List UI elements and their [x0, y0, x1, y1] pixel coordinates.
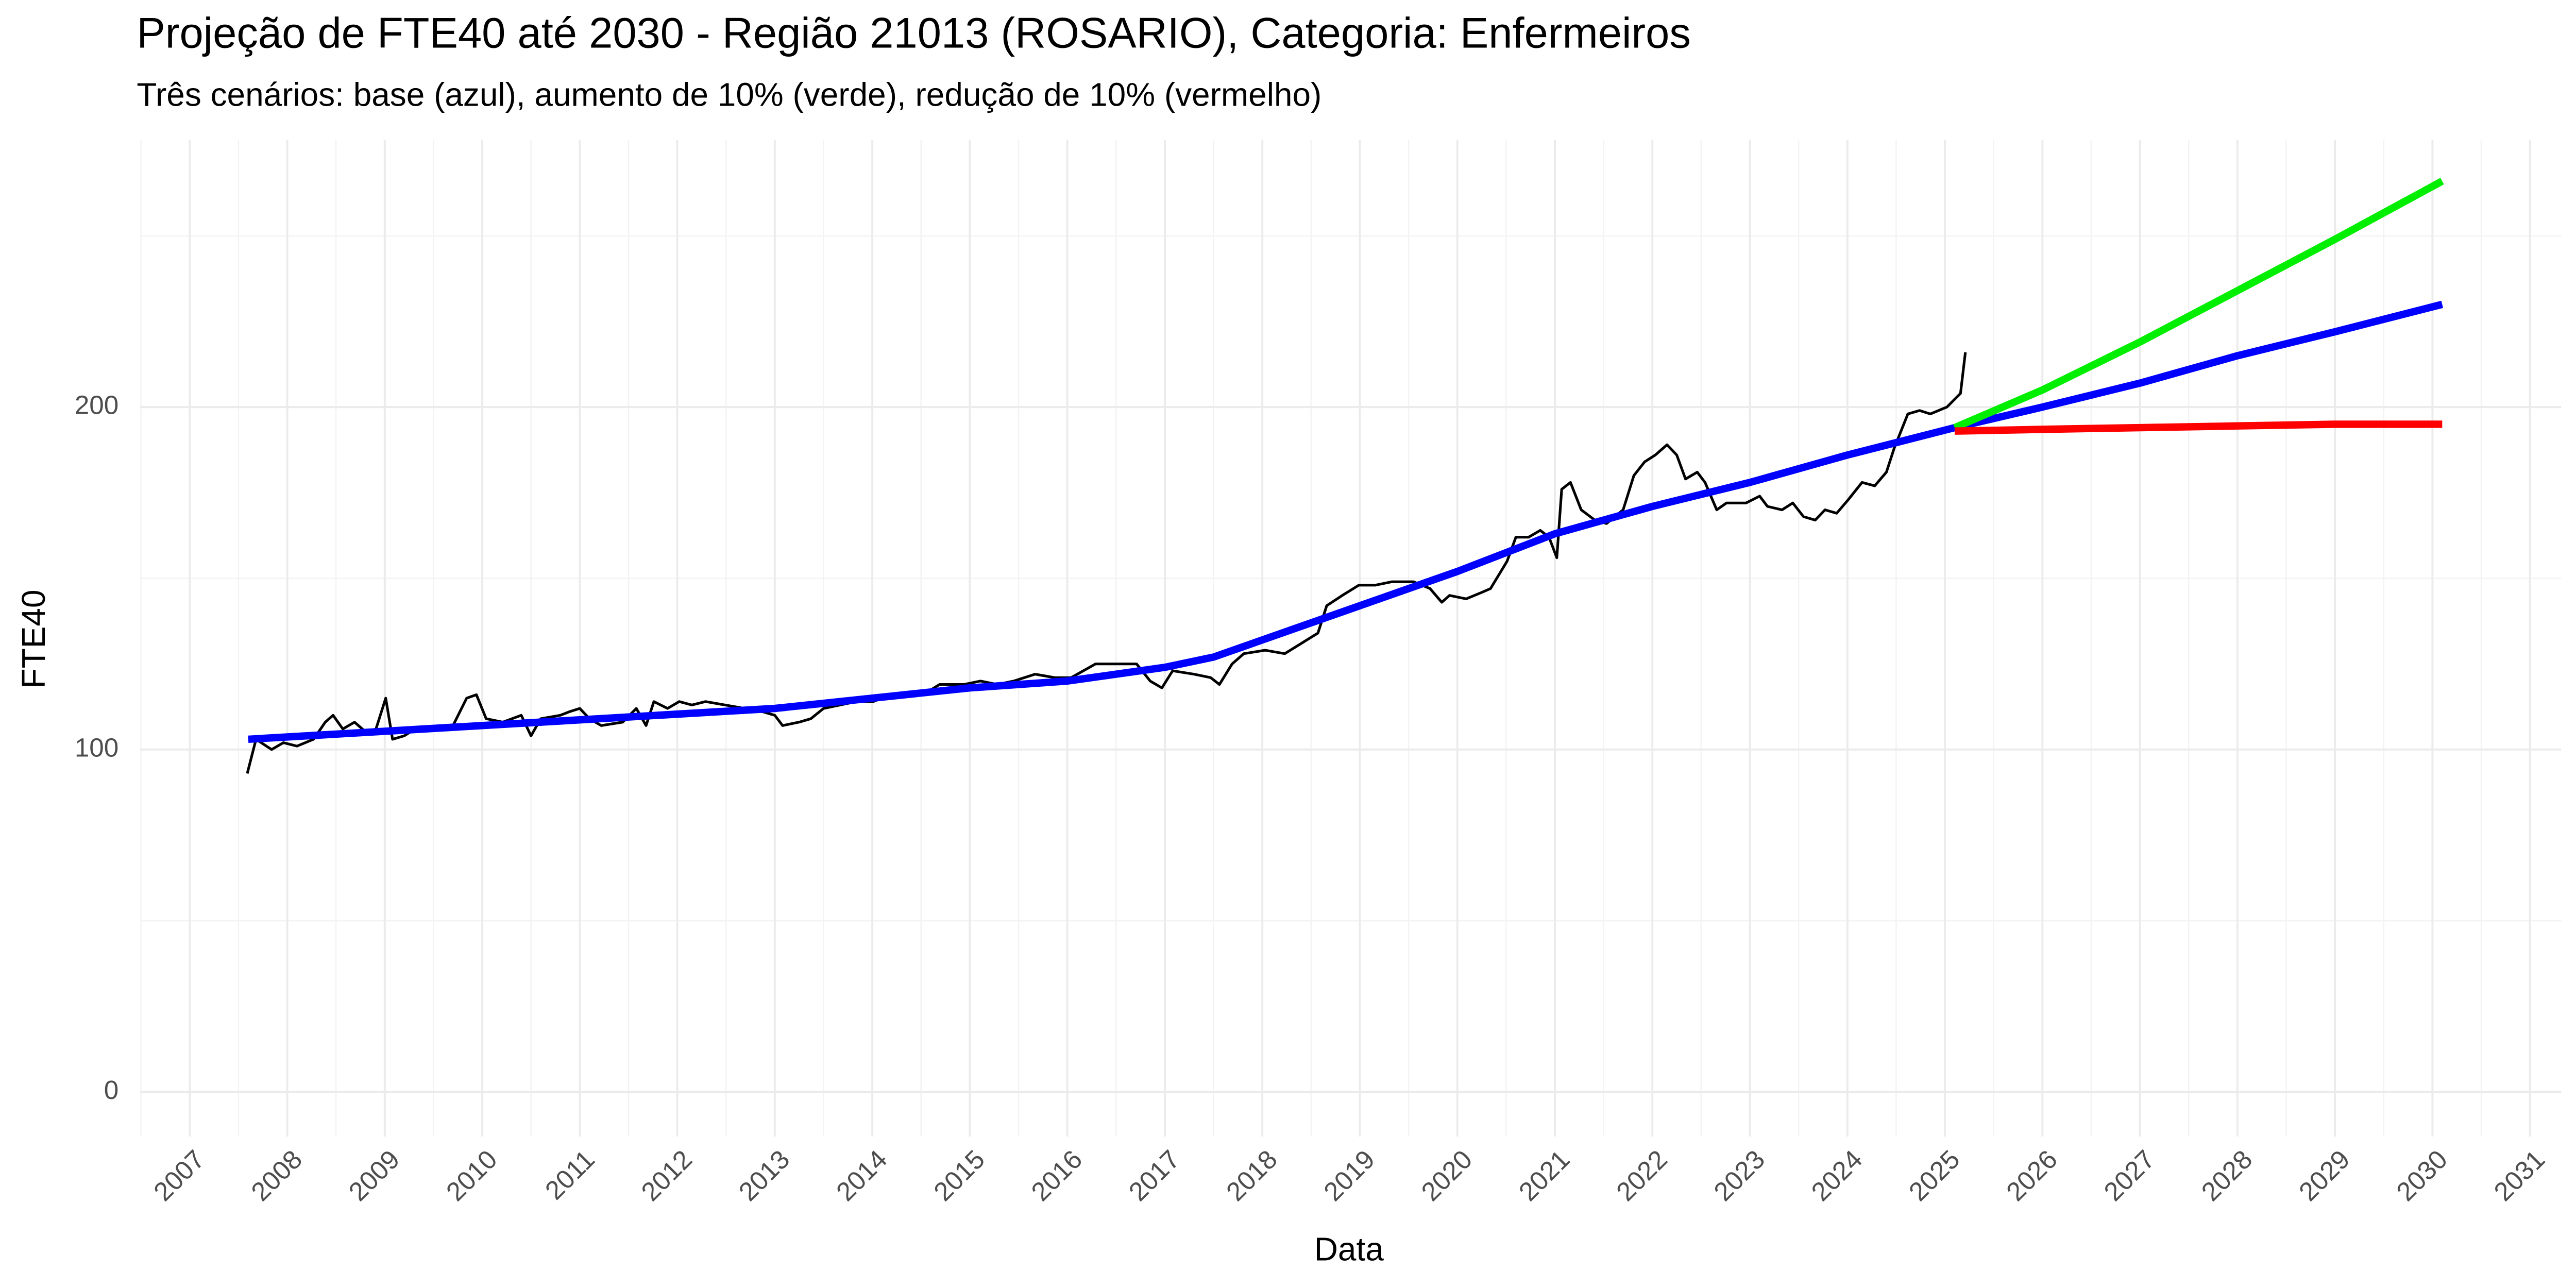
- plot-area: [246, 178, 2444, 774]
- x-tick-label: 2031: [2488, 1144, 2551, 1207]
- x-tick-label: 2017: [1123, 1144, 1185, 1207]
- x-tick-label: 2028: [2196, 1144, 2258, 1207]
- series-line: [1954, 420, 2443, 435]
- x-tick-label: 2022: [1611, 1144, 1673, 1207]
- x-tick-label: 2016: [1026, 1144, 1088, 1207]
- x-tick-label: 2027: [2098, 1144, 2161, 1207]
- y-axis-label: FTE40: [15, 589, 52, 688]
- y-tick-label: 100: [75, 733, 118, 762]
- chart-title: Projeção de FTE40 até 2030 - Região 2101…: [137, 9, 1691, 57]
- x-tick-label: 2019: [1318, 1144, 1380, 1207]
- x-tick-label: 2015: [928, 1144, 990, 1207]
- x-tick-label: 2008: [245, 1144, 308, 1207]
- y-tick-label: 200: [75, 391, 118, 420]
- x-tick-label: 2012: [636, 1144, 698, 1207]
- series-line: [1953, 178, 2444, 431]
- x-tick-label: 2030: [2391, 1144, 2453, 1207]
- x-tick-label: 2014: [831, 1144, 893, 1207]
- x-tick-label: 2029: [2293, 1144, 2355, 1207]
- y-tick-label: 0: [104, 1075, 118, 1105]
- x-tick-label: 2009: [343, 1144, 405, 1207]
- x-tick-label: 2025: [1903, 1144, 1965, 1207]
- x-tick-label: 2013: [733, 1144, 795, 1207]
- x-tick-label: 2023: [1708, 1144, 1770, 1207]
- x-tick-label: 2011: [539, 1144, 600, 1205]
- x-tick-label: 2020: [1416, 1144, 1478, 1207]
- grid: [140, 140, 2562, 1137]
- x-axis-label: Data: [1314, 1231, 1384, 1268]
- x-tick-label: 2026: [2001, 1144, 2063, 1207]
- x-tick-label: 2021: [1513, 1144, 1575, 1207]
- x-tick-label: 2010: [440, 1144, 503, 1207]
- x-tick-label: 2007: [148, 1144, 210, 1207]
- series-line: [246, 352, 1967, 774]
- series-line: [248, 300, 2444, 743]
- x-tick-label: 2018: [1221, 1144, 1283, 1207]
- x-tick-label: 2024: [1806, 1144, 1868, 1207]
- chart-subtitle: Três cenários: base (azul), aumento de 1…: [137, 76, 1321, 113]
